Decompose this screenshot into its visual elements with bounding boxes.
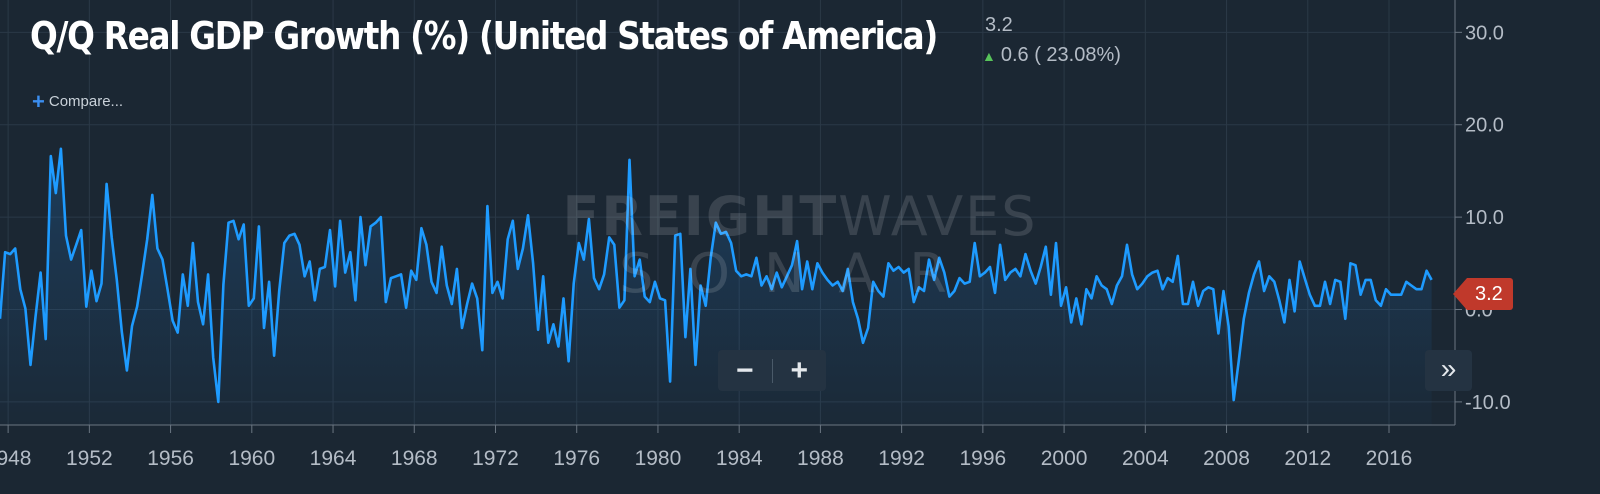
expand-button[interactable]: » <box>1425 350 1472 391</box>
up-arrow-icon: ▲ <box>982 48 996 64</box>
zoom-controls: − + <box>718 350 826 391</box>
x-tick-label: 2000 <box>1041 447 1088 470</box>
x-tick-label: 1964 <box>310 447 357 470</box>
x-tick-label: 1996 <box>960 447 1007 470</box>
compare-button[interactable]: + Compare... <box>32 89 123 115</box>
x-tick-label: 1960 <box>228 447 275 470</box>
x-tick-label: 1984 <box>716 447 763 470</box>
x-tick-label: 2008 <box>1203 447 1250 470</box>
x-tick-label: 1988 <box>797 447 844 470</box>
x-tick-label: 1956 <box>147 447 194 470</box>
series-area <box>0 148 1432 426</box>
zoom-in-icon: + <box>790 354 809 387</box>
x-axis: 1948 1952 1956 1960 1964 1968 1972 1976 1980 1984… <box>0 425 1412 470</box>
zoom-in-button[interactable]: + <box>773 350 827 391</box>
y-tick-label: 20.0 <box>1465 115 1504 137</box>
y-tick-label: -10.0 <box>1465 392 1511 414</box>
current-value-tag: 3.2 <box>1453 278 1513 310</box>
change-indicator: ▲ 0.6 ( 23.08%) <box>982 44 1121 67</box>
x-tick-label: 1972 <box>472 447 519 470</box>
y-tick-label: 30.0 <box>1465 22 1504 44</box>
chart-title: Q/Q Real GDP Growth (%) (United States o… <box>30 14 938 58</box>
x-tick-label: 2016 <box>1366 447 1413 470</box>
plus-icon: + <box>32 89 45 114</box>
zoom-out-button[interactable]: − <box>718 350 772 391</box>
last-value: 3.2 <box>985 14 1013 36</box>
zoom-divider <box>771 358 773 383</box>
y-axis: 30.020.010.00.0-10.0 <box>1455 22 1511 414</box>
y-tick-label: 10.0 <box>1465 207 1504 229</box>
x-tick-label: 1948 <box>0 447 31 470</box>
series-line[interactable] <box>0 147 1433 404</box>
change-value: 0.6 ( 23.08%) <box>1000 44 1121 66</box>
x-tick-label: 1980 <box>635 447 682 470</box>
x-tick-label: 1968 <box>391 447 438 470</box>
x-tick-label: 1976 <box>553 447 600 470</box>
zoom-out-icon: − <box>735 354 754 387</box>
compare-label: Compare... <box>48 93 124 110</box>
x-tick-label: 2012 <box>1284 447 1331 470</box>
x-tick-label: 2004 <box>1122 447 1169 470</box>
x-tick-label: 1952 <box>66 447 113 470</box>
x-tick-label: 1992 <box>878 447 925 470</box>
double-chevron-right-icon: » <box>1440 353 1457 384</box>
